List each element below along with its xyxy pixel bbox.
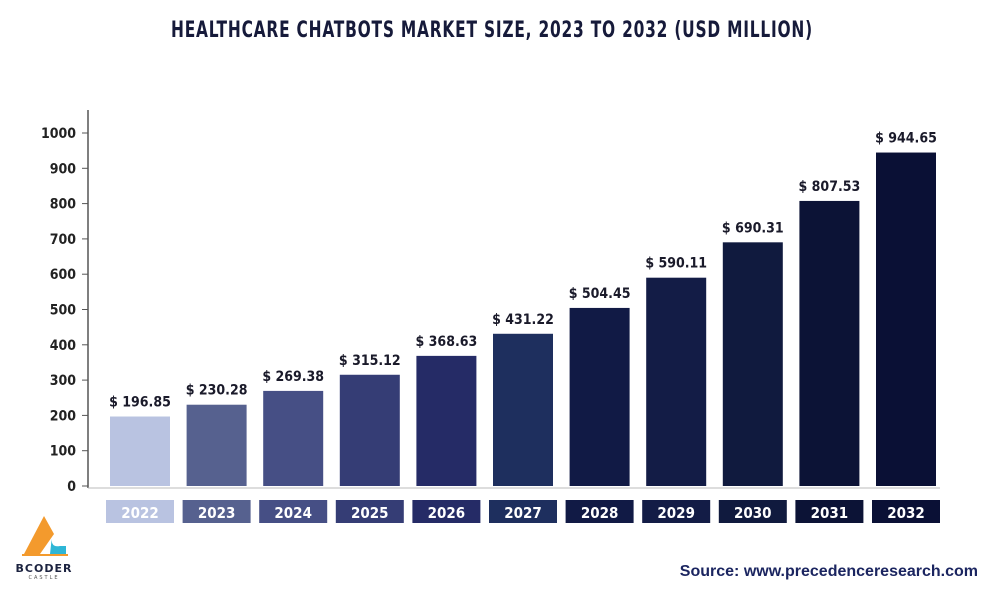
x-category-box — [335, 500, 404, 523]
bar-2026 — [416, 355, 477, 486]
x-tick-label: 2029 — [657, 504, 695, 522]
y-tick-label: 200 — [50, 408, 77, 424]
data-label: $ 269.38 — [262, 369, 324, 385]
x-category-box — [872, 500, 940, 523]
x-category-box — [489, 500, 557, 523]
x-category-box — [106, 500, 174, 523]
data-label: $ 807.53 — [799, 179, 861, 195]
x-category-box — [182, 500, 251, 523]
data-label: $ 944.65 — [875, 131, 937, 147]
x-tick-label: 2030 — [734, 504, 772, 522]
x-category-box — [795, 500, 864, 523]
x-category-box — [565, 500, 634, 523]
logo-icon — [22, 516, 68, 556]
x-tick-label: 2028 — [581, 504, 619, 522]
x-tick-label: 2022 — [121, 504, 159, 522]
logo-text: BCODER — [15, 562, 73, 575]
data-label: $ 315.12 — [339, 353, 401, 369]
x-tick-label: 2031 — [811, 504, 849, 522]
y-tick-label: 600 — [50, 267, 77, 283]
x-tick-label: 2025 — [351, 504, 389, 522]
x-tick-label: 2024 — [274, 504, 312, 522]
bar-2024 — [263, 390, 324, 486]
x-category-box — [259, 500, 328, 523]
bar-2022 — [110, 416, 170, 486]
bar-2032 — [876, 152, 936, 486]
x-tick-label: 2026 — [428, 504, 466, 522]
data-label: $ 196.85 — [109, 395, 171, 411]
data-label: $ 431.22 — [492, 312, 554, 328]
data-label: $ 230.28 — [186, 383, 248, 399]
bar-2027 — [493, 333, 553, 486]
y-tick-label: 400 — [50, 338, 77, 354]
x-tick-label: 2027 — [504, 504, 542, 522]
source-text: Source: www.precedenceresearch.com — [679, 563, 978, 580]
x-category-box — [642, 500, 711, 523]
chart-title: HEALTHCARE CHATBOTS MARKET SIZE, 2023 TO… — [171, 18, 813, 43]
y-tick-label: 100 — [50, 444, 77, 460]
bar-2025 — [339, 374, 400, 486]
bar-2023 — [186, 404, 247, 486]
y-tick-label: 700 — [50, 232, 77, 248]
bar-2028 — [569, 307, 630, 486]
x-tick-label: 2032 — [887, 504, 925, 522]
logo-subtext: CASTLE — [28, 575, 60, 581]
data-label: $ 590.11 — [645, 256, 707, 272]
bar-2031 — [799, 200, 860, 487]
data-label: $ 690.31 — [722, 220, 784, 236]
y-tick-label: 800 — [50, 197, 77, 213]
y-tick-label: 500 — [50, 303, 77, 319]
data-label: $ 368.63 — [416, 334, 478, 350]
x-category-box — [412, 500, 481, 523]
x-tick-label: 2023 — [198, 504, 236, 522]
y-tick-label: 300 — [50, 373, 77, 389]
y-tick-label: 1000 — [41, 126, 76, 142]
data-label: $ 504.45 — [569, 286, 631, 302]
y-tick-label: 900 — [50, 161, 77, 177]
y-tick-label: 0 — [67, 479, 76, 495]
bar-2030 — [722, 242, 783, 486]
bar-2029 — [646, 277, 707, 486]
logo: BCODER CASTLE — [14, 514, 74, 581]
x-category-box — [718, 500, 787, 523]
